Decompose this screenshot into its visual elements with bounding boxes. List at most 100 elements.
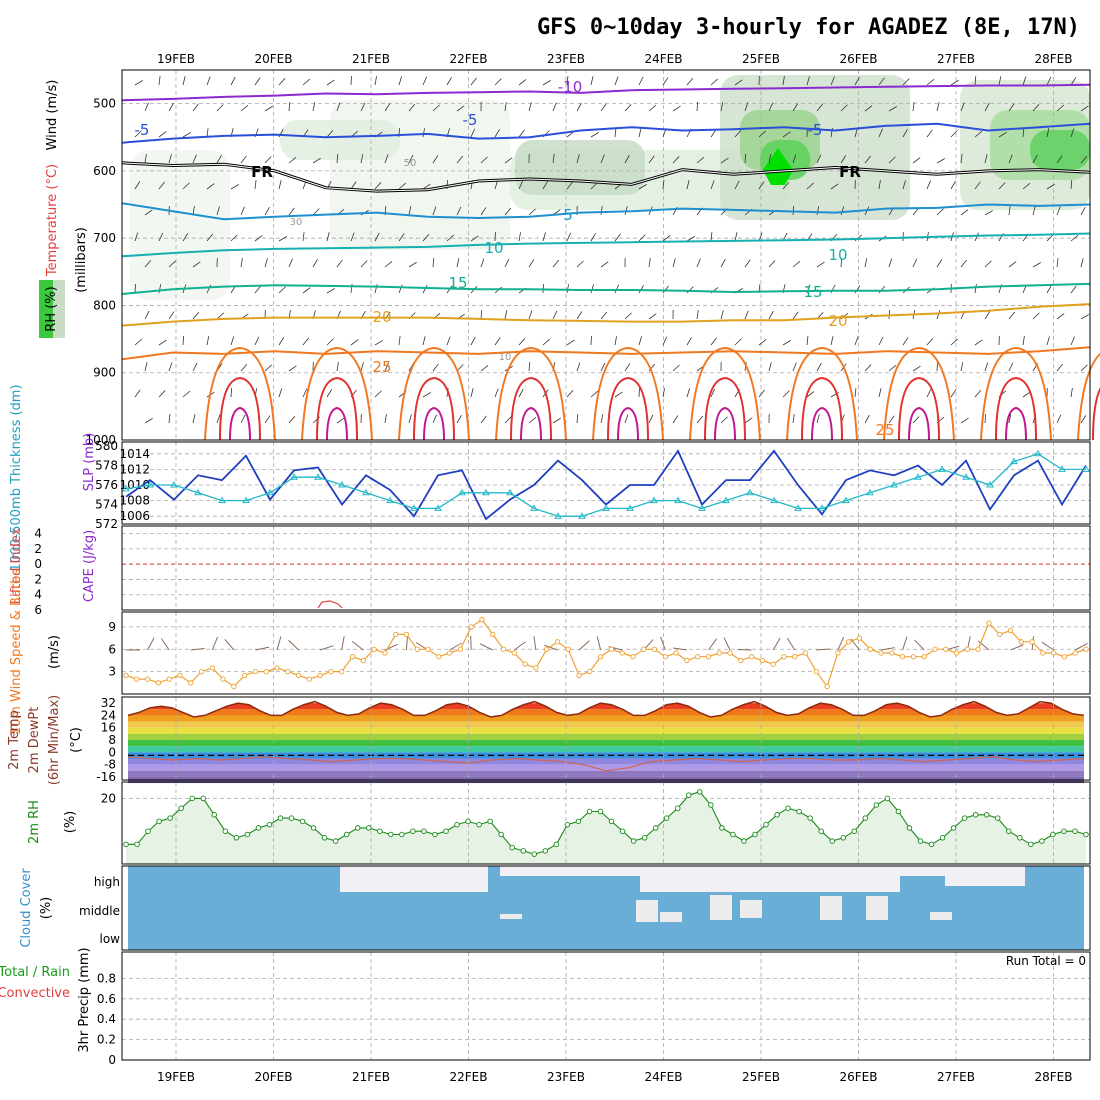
isotherm-35 bbox=[811, 406, 833, 441]
wind-barb bbox=[374, 390, 382, 398]
rh-legend-swatch bbox=[53, 280, 65, 338]
wind-barb bbox=[264, 364, 272, 372]
isotherm-35 bbox=[617, 406, 639, 441]
axis-label-temp-units: (°C) bbox=[69, 727, 84, 753]
wind-barb bbox=[254, 285, 261, 294]
wind-speed-point bbox=[220, 676, 226, 682]
wind-speed-point bbox=[285, 668, 291, 675]
wind-barb bbox=[720, 416, 728, 424]
wind-barb bbox=[254, 336, 260, 346]
wind-barb bbox=[1080, 258, 1084, 268]
wind-barb bbox=[504, 102, 507, 112]
wind-barb bbox=[792, 414, 795, 424]
cloud-gap-middle bbox=[500, 914, 522, 919]
slp-point bbox=[626, 504, 634, 511]
slp-tick: 1008 bbox=[119, 494, 150, 508]
wind-barb bbox=[710, 180, 715, 190]
rh-point bbox=[310, 825, 317, 831]
wind-barb bbox=[912, 102, 915, 112]
wind-barb bbox=[528, 208, 536, 216]
wind-barb bbox=[542, 80, 551, 86]
contour-label: 25 bbox=[875, 421, 894, 439]
wind-barb bbox=[926, 337, 934, 346]
wind-barb bbox=[1074, 642, 1088, 651]
wind-barb bbox=[672, 105, 681, 112]
wind-barb bbox=[734, 232, 738, 242]
wind-barb bbox=[384, 362, 389, 372]
slp-point bbox=[146, 481, 154, 488]
wind-barb bbox=[312, 102, 316, 112]
slp-point bbox=[242, 496, 250, 504]
isotherm-35 bbox=[714, 406, 736, 441]
wind-barb bbox=[816, 103, 823, 112]
wind-barb bbox=[408, 103, 416, 112]
wind-speed-point bbox=[306, 676, 313, 682]
wind-barb bbox=[278, 236, 287, 242]
wind-speed-point bbox=[824, 683, 830, 690]
wind-barb bbox=[398, 182, 407, 190]
wind-speed-point bbox=[1040, 650, 1046, 656]
wind-barb bbox=[878, 77, 885, 86]
wind-barb bbox=[206, 336, 210, 346]
wind-barb bbox=[1070, 128, 1075, 138]
wind-barb bbox=[998, 76, 1002, 86]
slp-point bbox=[938, 465, 946, 472]
dewpoint-line bbox=[127, 756, 1085, 772]
precip-tick: 0.8 bbox=[97, 971, 116, 985]
wind-barb bbox=[408, 261, 417, 268]
wind-barb bbox=[686, 388, 691, 398]
wind-barb bbox=[648, 313, 657, 320]
wind-speed-point bbox=[1072, 650, 1078, 656]
wind-barb bbox=[1046, 128, 1050, 138]
slp-point bbox=[458, 488, 466, 496]
isotherm-fr-inner bbox=[121, 162, 1091, 192]
isotherm-35 bbox=[908, 406, 930, 441]
wind-barb bbox=[240, 206, 245, 216]
rh-point bbox=[686, 792, 692, 798]
wind-barb bbox=[528, 102, 532, 112]
rh-tick: 20 bbox=[101, 791, 116, 805]
wind-barb bbox=[1070, 235, 1079, 242]
wind-barb bbox=[696, 415, 704, 424]
wind-barb bbox=[144, 310, 150, 320]
wind-barb bbox=[960, 259, 967, 268]
rh-point bbox=[1006, 828, 1012, 834]
wind-barb bbox=[614, 76, 619, 86]
wind-barb bbox=[638, 184, 647, 190]
wind-speed-point bbox=[587, 668, 593, 675]
wind-barb bbox=[638, 336, 643, 346]
wind-barb bbox=[624, 363, 631, 372]
slp-point bbox=[602, 504, 610, 511]
wind-barb bbox=[518, 180, 524, 190]
wind-barb bbox=[772, 637, 781, 651]
axis-label-lifted-index: Lifted Index bbox=[9, 527, 24, 604]
temperature-mask bbox=[128, 697, 1084, 717]
wind-barb bbox=[864, 364, 872, 372]
wind-barb bbox=[144, 102, 149, 112]
wind-barb bbox=[552, 259, 560, 268]
wind-barb bbox=[977, 640, 990, 651]
wind-barb bbox=[254, 180, 257, 190]
wind-barb bbox=[782, 181, 790, 190]
isotherm-20 bbox=[121, 303, 1091, 327]
wind-barb bbox=[494, 78, 502, 86]
panel-frame bbox=[121, 865, 1091, 951]
wind-barb bbox=[479, 643, 493, 651]
wind-barb bbox=[984, 102, 990, 112]
wind-barb bbox=[351, 640, 364, 651]
wind-barb bbox=[264, 207, 270, 216]
wind-barb bbox=[830, 284, 836, 294]
rh-point bbox=[586, 808, 593, 815]
wind-barb bbox=[806, 76, 810, 86]
wind-barb bbox=[854, 336, 859, 346]
rh-point bbox=[829, 838, 835, 844]
isotherm-5 bbox=[121, 202, 1091, 221]
axis-label-temperature: Temperature (°C) bbox=[45, 164, 60, 277]
isotherm-25-loop bbox=[980, 346, 1052, 441]
wind-barb bbox=[182, 76, 186, 86]
wind-barb bbox=[696, 156, 705, 164]
wind-barb bbox=[1070, 77, 1077, 86]
wind-barb bbox=[1056, 206, 1061, 216]
isotherm-35 bbox=[326, 406, 348, 441]
wind-barb bbox=[552, 310, 558, 320]
